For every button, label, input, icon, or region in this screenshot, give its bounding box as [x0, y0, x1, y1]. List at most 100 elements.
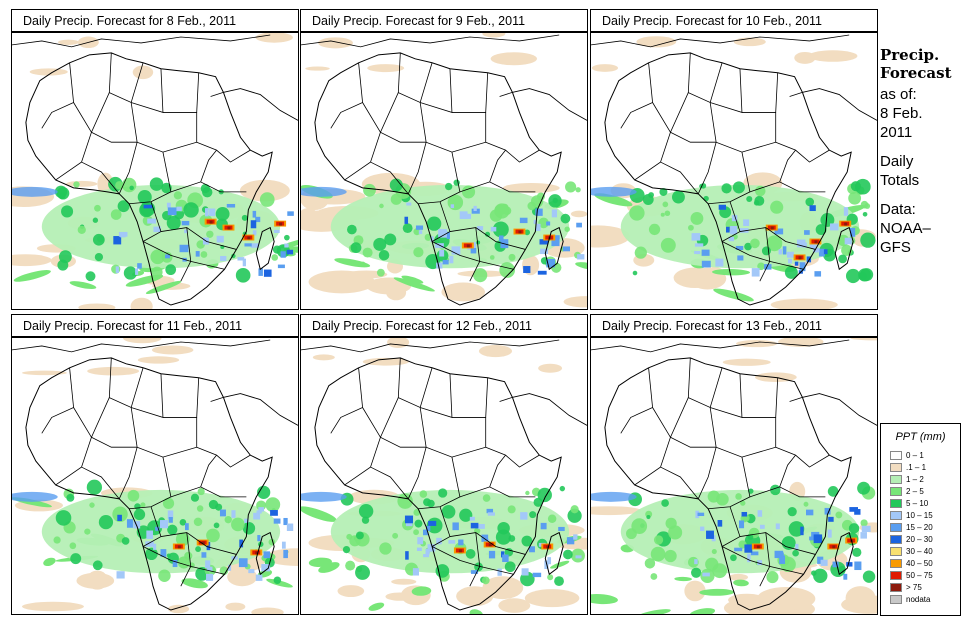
forecast-panel-1: Daily Precip. Forecast for 8 Feb., 2011	[11, 9, 299, 310]
country-border	[196, 446, 251, 468]
moderate-rain-cell	[744, 544, 753, 553]
drizzle-patch	[482, 33, 506, 38]
rain-cell	[538, 217, 549, 229]
moderate-rain-cell	[702, 572, 710, 577]
data-model: GFS	[880, 239, 911, 256]
extreme-rain-cell	[488, 543, 492, 547]
rain-cell	[167, 524, 178, 535]
precip-map	[11, 32, 299, 310]
country-border	[789, 397, 802, 402]
drizzle-patch	[367, 64, 405, 73]
rain-cell	[174, 209, 185, 220]
country-border	[41, 367, 74, 434]
moderate-rain-cell	[777, 552, 784, 557]
drizzle-patch	[76, 572, 115, 589]
drizzle-patch	[538, 363, 563, 373]
moderate-rain-cell	[540, 522, 547, 530]
light-rain-streak	[713, 288, 754, 302]
rain-cell	[740, 500, 746, 506]
rain-cell	[151, 266, 163, 278]
country-border	[200, 454, 217, 488]
drizzle-patch	[524, 589, 580, 608]
arabia-coastline	[801, 393, 877, 426]
rain-cell	[196, 240, 205, 249]
rain-cell	[390, 193, 402, 205]
country-border	[697, 447, 717, 499]
country-border	[687, 357, 723, 409]
drizzle-patch	[301, 207, 319, 230]
moderate-rain-cell	[242, 258, 246, 267]
moderate-rain-cell	[757, 560, 763, 566]
rain-cell	[850, 181, 861, 192]
moderate-rain-cell	[255, 216, 261, 223]
drizzle-patch	[684, 580, 706, 602]
rain-cell	[200, 183, 210, 194]
moderate-rain-cell	[832, 561, 839, 568]
moderate-rain-cell	[809, 205, 816, 212]
rain-cell	[355, 531, 364, 540]
moderate-rain-cell	[739, 228, 749, 233]
rain-cell	[242, 522, 256, 535]
moderate-rain-cell	[533, 219, 537, 224]
moderate-rain-cell	[697, 512, 705, 517]
moderate-rain-cell	[778, 249, 783, 255]
extreme-rain-cell	[209, 220, 213, 224]
moderate-rain-cell	[427, 544, 436, 552]
panel-title: Daily Precip. Forecast for 11 Feb., 2011	[11, 314, 299, 337]
moderate-rain-cell	[553, 235, 560, 240]
moderate-rain-cell	[165, 254, 170, 259]
rain-cell	[792, 549, 799, 557]
rain-cell	[235, 268, 251, 283]
country-border	[407, 447, 427, 499]
rain-cell	[547, 514, 557, 523]
forecast-panel-3: Daily Precip. Forecast for 10 Feb., 2011	[590, 9, 878, 310]
moderate-rain-cell	[283, 517, 288, 526]
extreme-rain-cell	[546, 545, 550, 549]
moderate-rain-cell	[490, 226, 497, 232]
rain-cell	[347, 224, 357, 235]
moderate-rain-cell	[281, 541, 286, 549]
rain-cell	[811, 570, 817, 576]
country-border	[160, 227, 237, 250]
drizzle-patch	[591, 225, 630, 248]
legend-swatch	[890, 523, 902, 532]
country-border	[687, 52, 723, 104]
rain-cell	[660, 212, 665, 217]
rain-cell	[860, 268, 874, 282]
moderate-rain-cell	[498, 235, 504, 242]
moderate-rain-cell	[537, 270, 547, 275]
rain-cell	[700, 183, 707, 189]
rain-cell	[744, 242, 752, 251]
asof-date: 8 Feb.	[880, 105, 923, 122]
moderate-rain-cell	[248, 569, 255, 574]
rain-cell	[755, 185, 766, 197]
moderate-rain-cell	[446, 231, 450, 239]
rain-cell	[179, 519, 187, 526]
country-border	[419, 407, 487, 458]
light-rain-streak	[699, 588, 735, 596]
country-border	[739, 532, 816, 555]
country-border	[451, 72, 489, 113]
country-border	[709, 102, 777, 153]
moderate-rain-cell	[741, 511, 748, 517]
europe-coastline	[12, 34, 271, 48]
moderate-rain-cell	[532, 572, 542, 578]
precip-map	[590, 32, 878, 310]
rain-cell	[427, 499, 435, 508]
drizzle-patch	[239, 179, 290, 202]
drizzle-patch	[490, 52, 538, 66]
country-border	[652, 92, 689, 134]
map-canvas	[301, 338, 587, 614]
moderate-rain-cell	[261, 564, 271, 572]
rain-cell	[653, 535, 664, 545]
country-border	[55, 132, 92, 181]
rain-cell	[746, 195, 753, 203]
country-border	[721, 546, 804, 575]
moderate-rain-cell	[416, 547, 422, 551]
country-border	[142, 241, 225, 270]
rain-cell	[115, 181, 124, 190]
rain-cell	[735, 493, 742, 500]
country-border	[41, 62, 74, 129]
moderate-rain-cell	[694, 243, 704, 247]
rain-cell	[345, 560, 356, 571]
